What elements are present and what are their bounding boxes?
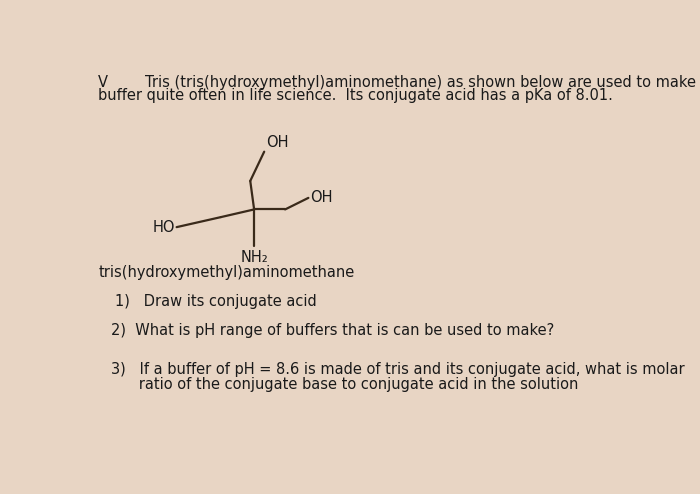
Text: OH: OH (266, 135, 288, 150)
Text: V        Tris (tris(hydroxymethyl)aminomethane) as shown below are used to make: V Tris (tris(hydroxymethyl)aminomethane)… (98, 75, 696, 90)
Text: NH₂: NH₂ (240, 250, 268, 265)
Text: OH: OH (310, 190, 332, 206)
Text: 2)  What is pH range of buffers that is can be used to make?: 2) What is pH range of buffers that is c… (111, 324, 554, 338)
Text: 3)   If a buffer of pH = 8.6 is made of tris and its conjugate acid, what is mol: 3) If a buffer of pH = 8.6 is made of tr… (111, 362, 685, 377)
Text: HO: HO (153, 220, 175, 235)
Text: ratio of the conjugate base to conjugate acid in the solution: ratio of the conjugate base to conjugate… (111, 377, 578, 392)
Text: buffer quite often in life science.  Its conjugate acid has a pKa of 8.01.: buffer quite often in life science. Its … (98, 88, 613, 103)
Text: 1)   Draw its conjugate acid: 1) Draw its conjugate acid (115, 294, 316, 309)
Text: tris(hydroxymethyl)aminomethane: tris(hydroxymethyl)aminomethane (98, 265, 355, 280)
